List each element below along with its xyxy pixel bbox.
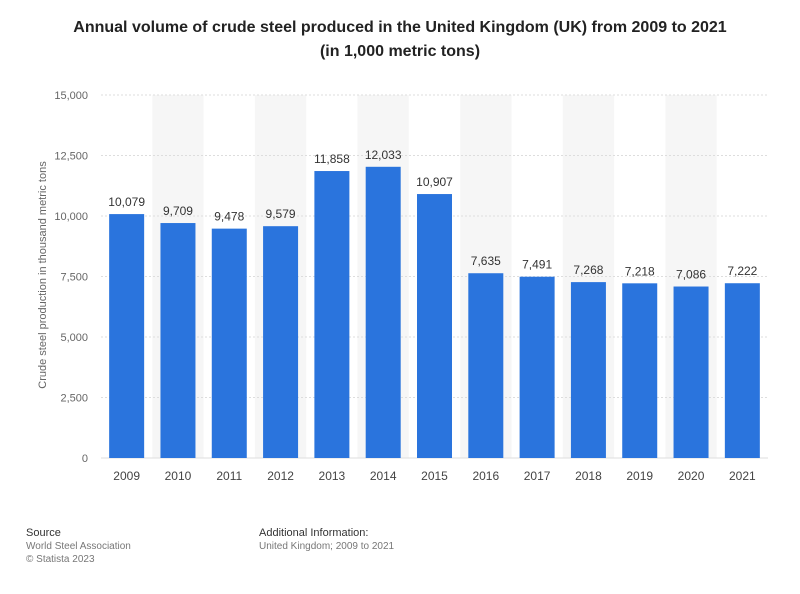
y-tick-label: 2,500 bbox=[60, 393, 88, 405]
copyright: © Statista 2023 bbox=[26, 554, 95, 565]
bar bbox=[468, 273, 504, 458]
y-axis-label: Crude steel production in thousand metri… bbox=[37, 161, 49, 389]
y-tick-label: 12,500 bbox=[54, 151, 88, 163]
bar bbox=[160, 223, 196, 458]
x-tick-label: 2009 bbox=[113, 469, 140, 483]
value-label: 10,907 bbox=[416, 175, 453, 189]
y-tick-label: 10,000 bbox=[54, 211, 88, 223]
x-tick-label: 2012 bbox=[267, 469, 294, 483]
value-label: 10,079 bbox=[108, 195, 145, 209]
bar bbox=[622, 283, 658, 458]
value-label: 7,268 bbox=[573, 263, 603, 277]
y-tick-label: 15,000 bbox=[54, 90, 88, 102]
bar bbox=[724, 283, 760, 458]
additional-info-block: Additional Information: United Kingdom; … bbox=[259, 527, 394, 553]
bar bbox=[314, 171, 350, 458]
y-tick-label: 5,000 bbox=[60, 332, 88, 344]
value-label: 11,858 bbox=[314, 152, 350, 166]
source-name[interactable]: World Steel Association bbox=[26, 541, 131, 552]
bar bbox=[673, 286, 709, 458]
value-label: 7,218 bbox=[625, 264, 655, 278]
bars bbox=[109, 166, 760, 459]
value-label: 7,086 bbox=[676, 268, 706, 282]
bar bbox=[519, 276, 555, 458]
value-label: 9,478 bbox=[214, 210, 244, 224]
x-tick-label: 2011 bbox=[216, 469, 242, 483]
chart-title: Annual volume of crude steel produced in… bbox=[0, 16, 800, 64]
additional-info-heading: Additional Information: bbox=[259, 527, 369, 539]
value-label: 12,033 bbox=[365, 148, 402, 162]
x-tick-label: 2021 bbox=[729, 469, 756, 483]
additional-info-text: United Kingdom; 2009 to 2021 bbox=[259, 541, 395, 552]
x-tick-label: 2019 bbox=[626, 469, 653, 483]
source-heading: Source bbox=[26, 527, 61, 539]
source-block: Source World Steel Association © Statist… bbox=[26, 527, 131, 566]
bar bbox=[417, 194, 452, 458]
x-tick-label: 2017 bbox=[524, 469, 551, 483]
bar bbox=[365, 166, 401, 459]
value-label: 7,222 bbox=[727, 264, 757, 278]
y-tick-label: 7,500 bbox=[60, 272, 88, 284]
chart-title-line2: (in 1,000 metric tons) bbox=[319, 43, 481, 60]
bar bbox=[211, 228, 247, 458]
value-label: 9,709 bbox=[163, 204, 193, 218]
x-tick-label: 2018 bbox=[575, 469, 602, 483]
value-label: 7,491 bbox=[522, 258, 552, 272]
x-tick-label: 2013 bbox=[319, 469, 346, 483]
x-tick-label: 2020 bbox=[678, 469, 705, 483]
x-tick-label: 2016 bbox=[472, 469, 499, 483]
y-axis-ticks: 0 2,500 5,000 7,500 10,000 12,500 15,000 bbox=[54, 90, 88, 465]
chart-title-line1: Annual volume of crude steel produced in… bbox=[73, 19, 727, 36]
x-tick-label: 2015 bbox=[421, 469, 448, 483]
value-label: 7,635 bbox=[471, 254, 501, 268]
bar bbox=[109, 214, 145, 458]
x-axis-ticks: 2009 2010 2011 2012 2013 2014 2015 2016 2017 2018… bbox=[113, 469, 756, 483]
y-tick-label: 0 bbox=[82, 453, 88, 465]
value-labels: 10,079 9,709 9,478 9,579 11,858 12,033 10,907 7… bbox=[108, 148, 757, 282]
x-tick-label: 2014 bbox=[370, 469, 397, 483]
bar bbox=[570, 282, 606, 458]
bar bbox=[263, 226, 299, 458]
value-label: 9,579 bbox=[266, 207, 296, 221]
x-tick-label: 2010 bbox=[165, 469, 192, 483]
